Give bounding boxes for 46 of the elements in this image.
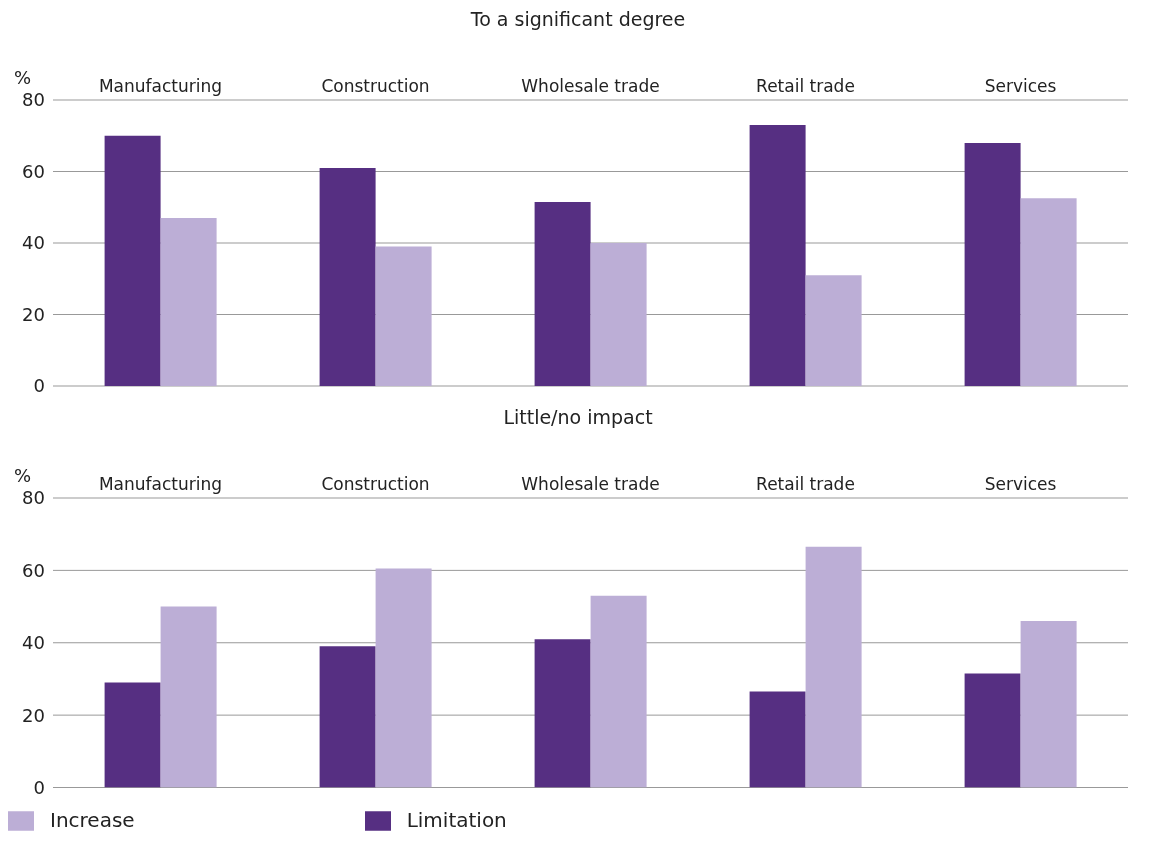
y-tick-label: 20	[22, 704, 45, 726]
x-tick-label: Construction	[321, 76, 430, 96]
y-tick-label: 60	[22, 160, 45, 182]
legend-label: Limitation	[406, 807, 507, 832]
x-tick-label: Retail trade	[756, 474, 855, 494]
x-tick-label: Manufacturing	[98, 76, 223, 96]
bar	[104, 135, 161, 386]
bar	[1020, 621, 1077, 788]
y-tick-label: 80	[22, 487, 45, 509]
x-tick-label: Services	[984, 76, 1057, 96]
bar	[319, 646, 376, 788]
y-tick-label: 40	[22, 232, 45, 254]
y-tick-label: 0	[33, 776, 45, 798]
bar	[749, 125, 806, 386]
bar	[964, 673, 1021, 788]
chart-title: Little/no impact	[502, 406, 654, 428]
y-tick-label: 80	[22, 89, 45, 111]
y-tick-label: 60	[22, 559, 45, 581]
x-tick-label: Wholesale trade	[521, 76, 660, 96]
x-tick-label: Construction	[321, 474, 430, 494]
legend-label: Increase	[50, 807, 135, 832]
bar	[590, 595, 647, 788]
y-axis-title: %	[13, 67, 32, 88]
y-tick-label: 40	[22, 632, 45, 654]
y-axis-title: %	[13, 465, 32, 486]
x-tick-label: Retail trade	[756, 76, 855, 96]
bar	[590, 243, 647, 386]
bar	[104, 682, 161, 788]
bar	[534, 639, 591, 788]
y-tick-label: 0	[33, 375, 45, 397]
bar	[964, 142, 1021, 386]
bar	[749, 691, 806, 788]
bar	[805, 275, 862, 386]
chart-title: To a significant degree	[469, 8, 687, 30]
bar	[160, 606, 217, 788]
x-tick-label: Services	[984, 474, 1057, 494]
bar	[534, 201, 591, 386]
bar	[375, 246, 432, 386]
x-tick-label: Manufacturing	[98, 474, 223, 494]
bar	[805, 546, 862, 788]
x-tick-label: Wholesale trade	[521, 474, 660, 494]
bar	[319, 167, 376, 386]
bar	[1020, 198, 1077, 386]
bar	[160, 217, 217, 386]
bar	[375, 568, 432, 788]
y-tick-label: 20	[22, 303, 45, 325]
